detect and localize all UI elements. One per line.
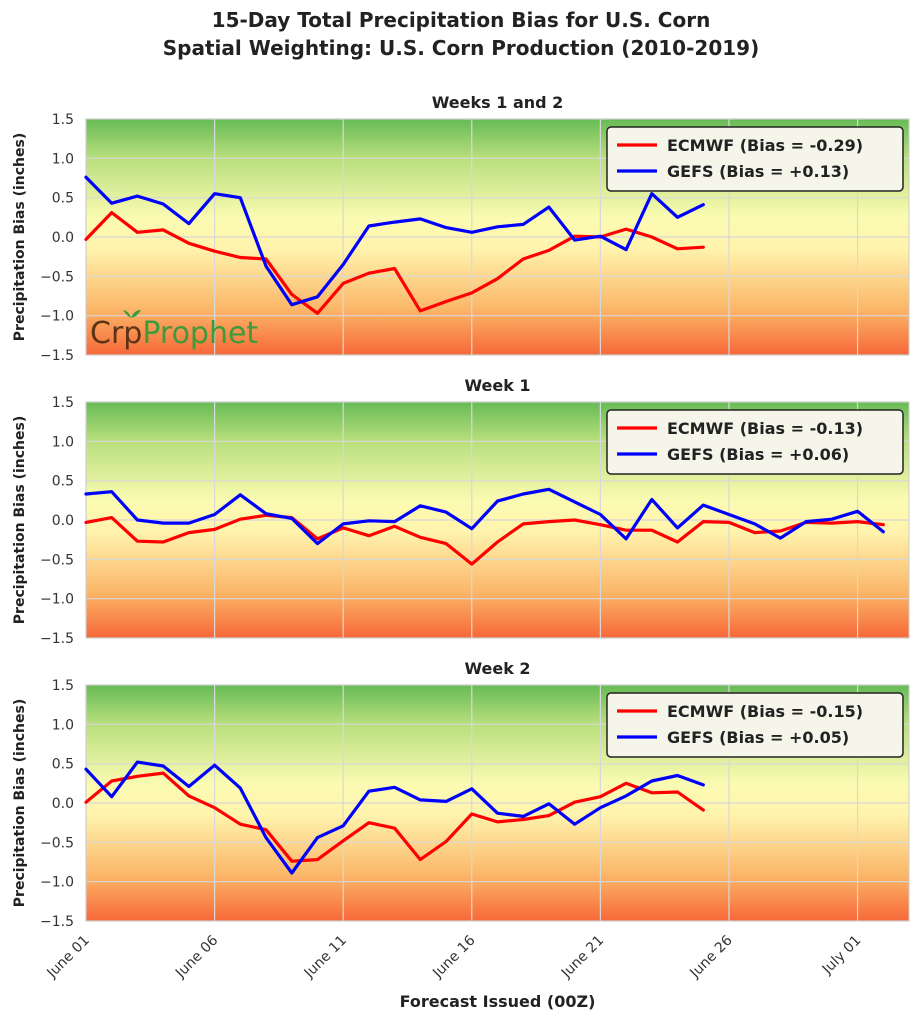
panel-title: Weeks 1 and 2 <box>432 93 564 112</box>
y-tick-label: 0.0 <box>52 796 74 812</box>
series-line-ecmwf <box>84 771 705 863</box>
y-tick-label: −1.0 <box>40 592 74 608</box>
legend-label: ECMWF (Bias = -0.13) <box>667 419 863 438</box>
y-axis-label: Precipitation Bias (inches) <box>12 133 28 341</box>
logo-leaf-icon <box>131 310 141 318</box>
y-tick-label: 1.0 <box>52 151 74 167</box>
panel-title: Week 1 <box>464 376 530 395</box>
x-tick-label: June 01 <box>43 933 92 982</box>
x-tick-label: June 26 <box>686 932 735 981</box>
series-line-ecmwf <box>84 513 885 566</box>
y-tick-label: 0.5 <box>52 191 74 207</box>
logo-part3: Prophet <box>142 316 258 351</box>
legend-label: GEFS (Bias = +0.05) <box>667 728 849 747</box>
logo-part2: p <box>123 316 142 351</box>
x-axis-label: Forecast Issued (00Z) <box>400 992 596 1011</box>
logo-text: CrpProphet <box>90 316 258 351</box>
legend-label: GEFS (Bias = +0.06) <box>667 445 849 464</box>
y-tick-label: −1.5 <box>40 348 74 364</box>
panel-1: 1.5 1.0 0.5 0.0 −0.5 −1.0 −1.5 Weeks 1 and 2 Pre… <box>12 93 910 364</box>
plot-frame <box>85 118 910 356</box>
legend-box <box>606 692 904 758</box>
panel-3: 1.5 1.0 0.5 0.0 −0.5 −1.0 −1.5 Week 2 Precipitat… <box>12 659 910 1011</box>
chart-title-line-1: 15-Day Total Precipitation Bias for U.S.… <box>211 8 711 32</box>
x-tick-label: June 21 <box>558 933 607 982</box>
x-tick-label: June 06 <box>172 932 221 981</box>
legend-label: GEFS (Bias = +0.13) <box>667 162 849 181</box>
y-tick-label: 0.5 <box>52 757 74 773</box>
y-tick-label: −0.5 <box>40 269 74 285</box>
y-tick-label: −1.0 <box>40 309 74 325</box>
series-line-gefs <box>84 487 885 546</box>
y-tick-label: 1.5 <box>52 395 74 411</box>
y-tick-label: −1.0 <box>40 875 74 891</box>
y-tick-label: 1.0 <box>52 434 74 450</box>
legend-box <box>606 409 904 475</box>
chart-title-line-2: Spatial Weighting: U.S. Corn Production … <box>162 36 760 60</box>
y-tick-label: 0.0 <box>52 230 74 246</box>
y-tick-label: 0.0 <box>52 513 74 529</box>
cropprophet-logo: CrpProphet <box>90 310 258 351</box>
legend-label: ECMWF (Bias = -0.29) <box>667 136 863 155</box>
panel-title: Week 2 <box>464 659 530 678</box>
logo-leaf-icon <box>123 310 131 318</box>
y-axis-label: Precipitation Bias (inches) <box>12 416 28 624</box>
y-axis-label: Precipitation Bias (inches) <box>12 699 28 907</box>
y-tick-label: −1.5 <box>40 631 74 647</box>
series-line-gefs <box>84 760 705 875</box>
legend-label: ECMWF (Bias = -0.15) <box>667 702 863 721</box>
y-tick-label: 1.5 <box>52 678 74 694</box>
series-line-gefs <box>84 175 705 307</box>
logo-part1: Cr <box>90 316 124 351</box>
x-tick-label: June 11 <box>301 933 350 982</box>
y-tick-label: −0.5 <box>40 552 74 568</box>
y-tick-label: −1.5 <box>40 914 74 930</box>
y-tick-label: 1.0 <box>52 717 74 733</box>
panel-2: 1.5 1.0 0.5 0.0 −0.5 −1.0 −1.5 Week 1 Precipitat… <box>12 376 910 647</box>
x-tick-label: June 16 <box>429 932 478 981</box>
y-tick-label: −0.5 <box>40 835 74 851</box>
y-tick-label: 0.5 <box>52 474 74 490</box>
legend-box <box>606 126 904 192</box>
y-tick-label: 1.5 <box>52 112 74 128</box>
plot-frame <box>85 401 910 639</box>
x-tick-label: July 01 <box>819 933 865 979</box>
